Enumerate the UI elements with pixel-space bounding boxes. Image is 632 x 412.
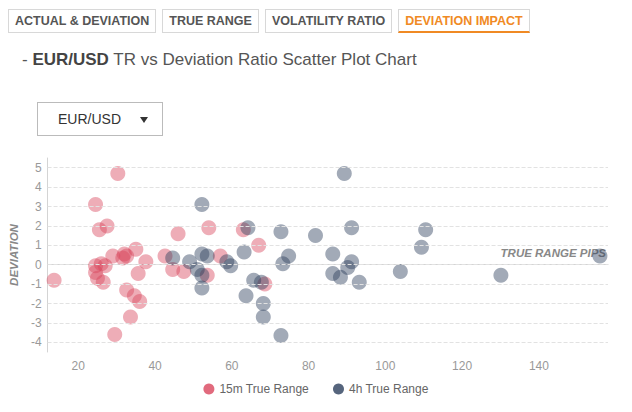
svg-text:-3: -3 [31, 316, 42, 330]
html-text:DEVIATION IMPACT: DEVIATION IMPACT [405, 14, 523, 28]
svg-text:TRUE RANGE PIPS: TRUE RANGE PIPS [501, 247, 607, 259]
svg-text:20: 20 [72, 359, 86, 373]
svg-text:40: 40 [148, 359, 162, 373]
html-text:EUR/USD: EUR/USD [58, 111, 121, 127]
svg-text:-2: -2 [31, 297, 42, 311]
html-text:TRUE RANGE: TRUE RANGE [169, 14, 252, 28]
svg-text:DEVIATION: DEVIATION [8, 223, 20, 285]
svg-text:0: 0 [35, 258, 42, 272]
svg-text:-1: -1 [31, 277, 42, 291]
svg-text:4: 4 [35, 180, 42, 194]
svg-text:15m True Range: 15m True Range [219, 382, 309, 396]
svg-text:1: 1 [35, 238, 42, 252]
svg-text:2: 2 [35, 219, 42, 233]
html-text:VOLATILITY RATIO: VOLATILITY RATIO [271, 14, 386, 28]
svg-text:3: 3 [35, 200, 42, 214]
svg-text:-4: -4 [31, 335, 42, 349]
svg-text:100: 100 [375, 359, 395, 373]
svg-text:4h True Range: 4h True Range [349, 382, 429, 396]
html-text:ACTUAL & DEVIATION: ACTUAL & DEVIATION [15, 14, 150, 28]
svg-text:60: 60 [225, 359, 239, 373]
svg-text:5: 5 [35, 161, 42, 175]
svg-text:140: 140 [529, 359, 549, 373]
svg-text:120: 120 [452, 359, 472, 373]
svg-text:80: 80 [302, 359, 316, 373]
html-text:- EUR/USD TR vs Deviation Rati: - EUR/USD TR vs Deviation Ratio Scatter … [22, 50, 417, 69]
